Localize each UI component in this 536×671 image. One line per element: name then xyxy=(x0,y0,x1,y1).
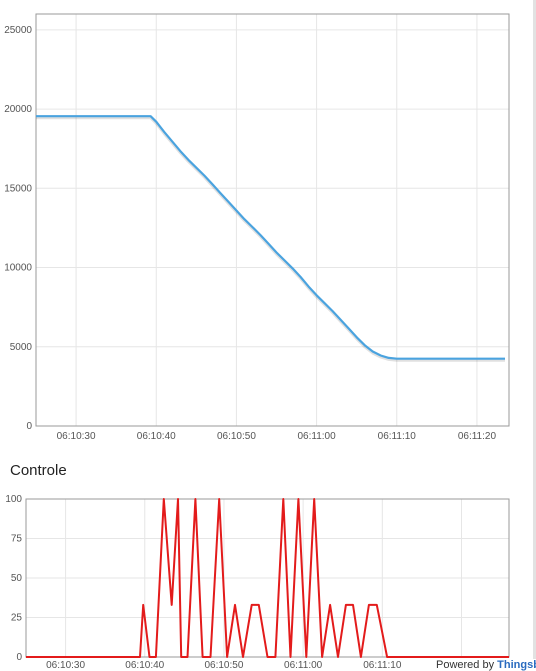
x-tick-label: 06:11:00 xyxy=(284,660,323,671)
controle-chart: 0 25 50 75 100 06:10:30 06:10:40 06:10:50 06:11:… xyxy=(0,488,536,671)
series-line-shadow xyxy=(36,116,505,362)
powered-by-brand[interactable]: Thingsb xyxy=(497,659,536,671)
y-tick-label: 0 xyxy=(16,652,22,663)
y-tick-label: 25000 xyxy=(4,25,32,36)
controle-chart-svg: 0 25 50 75 100 06:10:30 06:10:40 06:10:50 06:11:… xyxy=(5,494,510,671)
x-tick-label: 06:10:40 xyxy=(125,660,164,671)
y-tick-label: 75 xyxy=(11,534,23,545)
x-tick-label: 06:10:40 xyxy=(137,431,176,442)
plot-border xyxy=(35,13,510,427)
x-tick-label: 06:11:00 xyxy=(297,431,336,442)
y-tick-label: 50 xyxy=(11,573,23,584)
x-tick-label: 06:10:30 xyxy=(57,431,96,442)
y-tick-label: 25 xyxy=(11,613,23,624)
y-tick-label: 100 xyxy=(5,494,22,505)
powered-by[interactable]: Powered by Thingsb xyxy=(434,659,536,671)
x-tick-label: 06:11:20 xyxy=(458,431,497,442)
x-tick-label: 06:10:30 xyxy=(46,660,85,671)
series-line xyxy=(36,115,505,360)
series-line xyxy=(26,498,509,658)
x-tick-label: 06:11:10 xyxy=(378,431,417,442)
x-tick-label: 06:10:50 xyxy=(204,660,243,671)
scrollbar-track[interactable] xyxy=(533,0,536,671)
y-tick-label: 10000 xyxy=(4,263,32,274)
y-tick-label: 5000 xyxy=(10,342,33,353)
y-tick-label: 15000 xyxy=(4,183,32,194)
distance-chart-svg: 0 5000 10000 15000 20000 25000 06:10:30 06:10:4… xyxy=(4,13,510,442)
powered-by-label: Powered by xyxy=(436,659,495,671)
distance-chart: 0 5000 10000 15000 20000 25000 06:10:30 06:10:4… xyxy=(4,13,510,442)
y-tick-label: 20000 xyxy=(4,104,32,115)
y-tick-label: 0 xyxy=(26,421,32,432)
controle-title: Controle xyxy=(10,462,67,479)
x-tick-label: 06:11:10 xyxy=(363,660,402,671)
x-tick-label: 06:10:50 xyxy=(217,431,256,442)
